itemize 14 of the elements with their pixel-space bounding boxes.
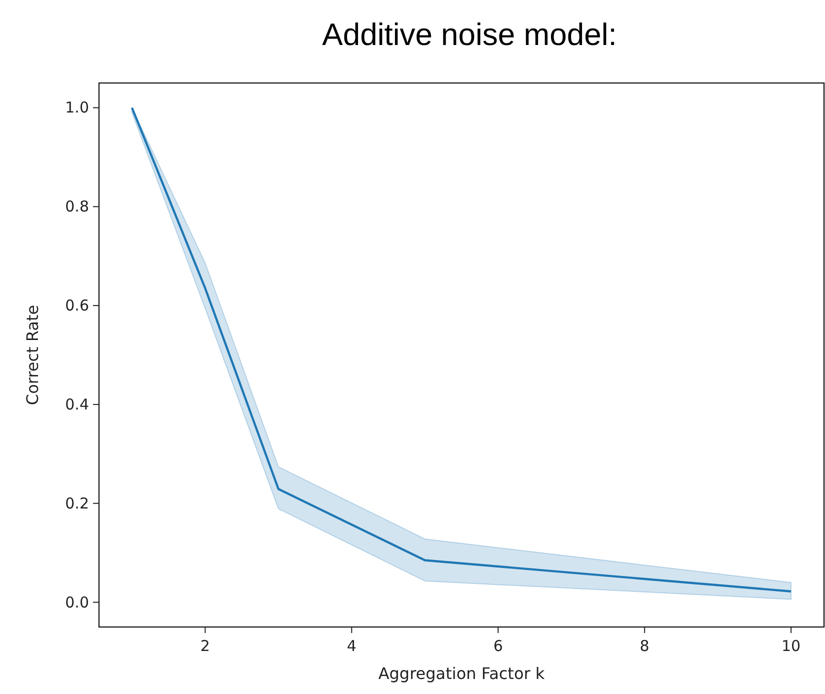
x-tick-label: 8 <box>640 637 650 655</box>
y-tick-label: 0.2 <box>65 494 89 512</box>
y-tick-label: 0.0 <box>65 593 89 612</box>
x-tick-label: 2 <box>200 637 210 655</box>
y-tick-label: 0.8 <box>65 198 89 216</box>
y-tick-label: 0.6 <box>65 296 89 315</box>
chart-title: Additive noise model: <box>322 17 617 52</box>
y-tick-label: 1.0 <box>65 98 89 117</box>
x-tick-label: 6 <box>493 637 503 655</box>
x-tick-label: 4 <box>346 637 356 655</box>
y-tick-label: 0.4 <box>65 395 89 414</box>
x-tick-label: 10 <box>782 637 801 655</box>
y-axis-title: Correct Rate <box>23 304 42 406</box>
x-axis-title: Aggregation Factor k <box>378 664 546 683</box>
